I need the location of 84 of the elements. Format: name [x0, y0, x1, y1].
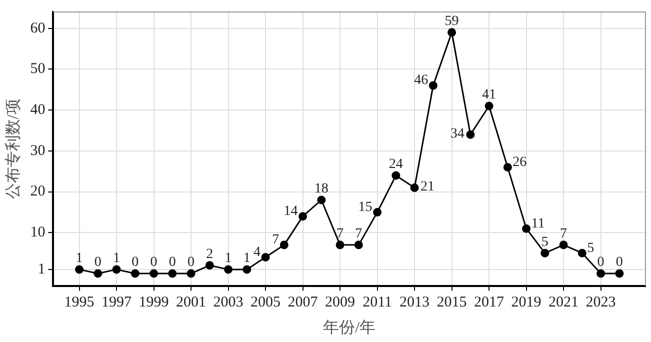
data-label: 1 — [76, 251, 83, 266]
data-label: 15 — [358, 200, 372, 215]
point — [150, 269, 158, 278]
data-label: 59 — [444, 14, 459, 30]
x-tick-label: 2015 — [436, 294, 467, 311]
y-axis-title: 公布专利数/项 — [4, 98, 22, 200]
data-label: 7 — [336, 226, 344, 242]
point — [242, 265, 252, 274]
point — [540, 248, 550, 258]
data-label: 2 — [206, 247, 214, 262]
data-label: 7 — [560, 226, 568, 242]
point — [298, 212, 308, 221]
x-tick-label: 2003 — [213, 294, 244, 311]
data-label: 1 — [243, 251, 250, 266]
data-label: 21 — [420, 179, 435, 194]
point — [94, 269, 102, 278]
y-tick-label: 1 — [38, 261, 46, 278]
x-tick-label: 2007 — [288, 294, 318, 311]
point — [373, 208, 382, 216]
point — [410, 183, 419, 192]
x-tick-label: 2001 — [176, 294, 206, 311]
point — [168, 269, 177, 278]
point — [484, 102, 494, 110]
data-label: 0 — [597, 255, 604, 270]
point — [466, 130, 475, 139]
point — [448, 28, 456, 37]
data-label: 11 — [531, 216, 545, 232]
point — [596, 269, 606, 278]
data-label: 1 — [113, 251, 120, 266]
x-tick-label: 1995 — [64, 294, 94, 311]
point — [75, 265, 84, 274]
data-label: 0 — [132, 255, 139, 270]
point — [578, 248, 586, 258]
data-label: 46 — [414, 73, 428, 88]
x-tick-label: 2017 — [474, 294, 505, 311]
x-axis-title: 年份/年 — [323, 320, 376, 337]
data-label: 5 — [587, 240, 594, 256]
data-label: 26 — [512, 154, 527, 170]
point — [317, 196, 326, 204]
y-tick-label: 20 — [30, 184, 46, 200]
x-tick-label: 2013 — [400, 294, 430, 311]
data-label: 0 — [188, 255, 195, 270]
data-label: 1 — [224, 251, 232, 266]
data-label: 7 — [272, 232, 280, 248]
data-label: 5 — [541, 234, 548, 250]
x-tick-label: 2011 — [362, 294, 392, 311]
point — [354, 240, 363, 250]
point — [559, 240, 568, 250]
data-label: 24 — [388, 157, 403, 172]
point — [428, 81, 438, 90]
data-label: 0 — [168, 255, 176, 270]
point — [130, 269, 140, 278]
data-label: 0 — [616, 255, 623, 270]
x-tick-label: 1999 — [138, 294, 169, 311]
data-label: 4 — [254, 244, 261, 260]
y-tick-label: 10 — [30, 224, 46, 241]
data-label: 0 — [150, 255, 158, 270]
point — [186, 269, 196, 278]
data-label: 41 — [482, 88, 496, 103]
data-label: 34 — [450, 126, 464, 142]
x-tick-label: 1997 — [102, 294, 132, 311]
x-tick-label: 2009 — [325, 294, 356, 311]
x-tick-label: 2019 — [511, 294, 542, 311]
data-label: 7 — [355, 226, 362, 242]
point — [205, 261, 214, 270]
point — [392, 171, 400, 180]
point — [336, 240, 344, 250]
y-tick-label: 50 — [30, 61, 46, 78]
x-tick-label: 2021 — [548, 294, 579, 311]
data-label: 14 — [284, 204, 298, 219]
x-tick-label: 2023 — [586, 294, 616, 311]
point — [224, 265, 233, 274]
point — [261, 252, 270, 262]
point — [615, 269, 624, 278]
point — [112, 265, 121, 274]
data-label: 0 — [94, 255, 102, 270]
y-tick-label: 30 — [30, 142, 46, 159]
y-tick-label: 60 — [30, 20, 46, 36]
point — [280, 240, 288, 250]
data-label: 18 — [314, 182, 328, 197]
x-tick-label: 2005 — [250, 294, 281, 311]
y-tick-label: 40 — [30, 102, 46, 118]
point — [503, 163, 512, 172]
point — [522, 224, 531, 233]
